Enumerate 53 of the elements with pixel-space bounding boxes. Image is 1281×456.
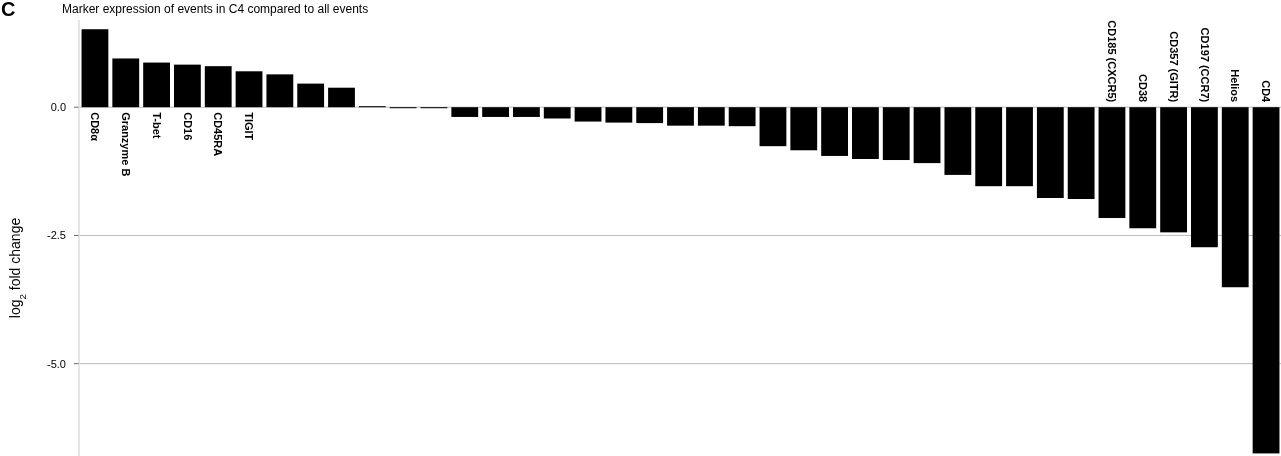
x-tick-label: CD357 (GITR) xyxy=(1167,31,1180,103)
bar xyxy=(728,107,756,127)
bar xyxy=(1006,107,1033,187)
bar xyxy=(636,107,664,124)
y-tick-label: -2.5 xyxy=(47,229,66,242)
bar xyxy=(605,107,633,123)
x-tick-label: CD16 xyxy=(181,112,194,141)
bar xyxy=(482,107,509,117)
y-tick-label: 0.0 xyxy=(50,101,66,114)
bar xyxy=(697,107,725,126)
bar xyxy=(543,107,571,119)
bar xyxy=(513,107,540,117)
bar xyxy=(204,66,232,108)
bar xyxy=(913,107,941,164)
bar xyxy=(297,83,325,108)
bar xyxy=(1191,107,1218,248)
x-tick-label: CD38 xyxy=(1136,74,1149,103)
x-tick-label: T-bet xyxy=(150,112,163,139)
bar xyxy=(1067,107,1095,200)
bar xyxy=(81,29,109,108)
bar xyxy=(667,107,694,126)
bar xyxy=(174,64,201,108)
bar xyxy=(852,107,879,160)
x-tick-label: CD4 xyxy=(1260,80,1273,104)
bar xyxy=(975,107,1003,187)
bar xyxy=(944,107,972,175)
bar xyxy=(112,58,140,108)
x-tick-label: CD45RA xyxy=(212,112,225,157)
chart-title: Marker expression of events in C4 compared to all events xyxy=(62,2,369,16)
x-tick-label: CD197 (CCR7) xyxy=(1198,27,1211,103)
x-tick-label: CD185 (CXCR5) xyxy=(1106,20,1119,103)
bar xyxy=(790,107,818,151)
bar xyxy=(143,62,170,108)
bar xyxy=(1098,107,1126,218)
bar xyxy=(1252,107,1280,454)
bar xyxy=(451,107,479,117)
bar xyxy=(235,71,263,108)
bar xyxy=(1160,107,1187,233)
x-tick-label: Helios xyxy=(1229,69,1242,103)
bar xyxy=(1129,107,1157,229)
bar xyxy=(1221,107,1249,288)
x-tick-label: Granzyme B xyxy=(119,112,132,177)
bar xyxy=(266,74,294,108)
x-tick-label: TIGIT xyxy=(243,112,256,141)
bar xyxy=(574,107,602,122)
bar xyxy=(821,107,848,156)
bar xyxy=(759,107,787,147)
bar xyxy=(1036,107,1064,198)
y-tick-label: -5.0 xyxy=(47,357,66,370)
bar xyxy=(882,107,910,161)
x-tick-label: CD8α xyxy=(89,112,102,142)
text: C xyxy=(1,0,16,20)
bar xyxy=(328,87,355,108)
